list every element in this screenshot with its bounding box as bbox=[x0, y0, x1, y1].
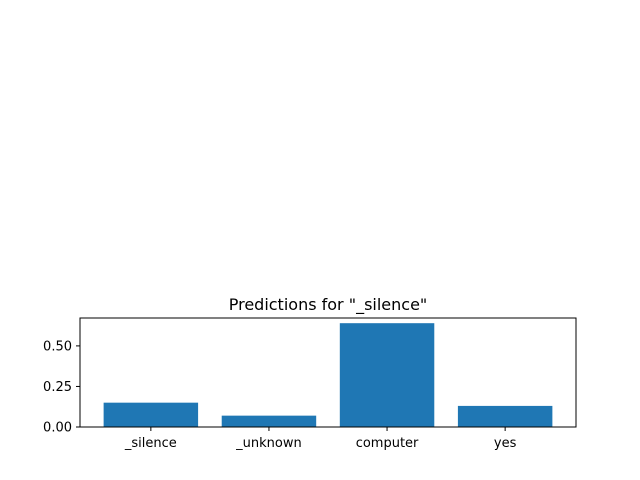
x-tick-label: _silence bbox=[124, 436, 177, 451]
bar-unknown bbox=[221, 415, 317, 427]
x-tick-label: _unknown bbox=[235, 436, 302, 451]
bar-yes bbox=[457, 405, 553, 427]
y-tick-label: 0.00 bbox=[43, 421, 72, 436]
y-axis-ticks: 0.00 0.25 0.50 bbox=[43, 339, 80, 436]
y-tick-label: 0.25 bbox=[43, 380, 72, 395]
bars-group bbox=[103, 323, 553, 427]
bar-computer bbox=[339, 323, 435, 427]
chart-title: Predictions for "_silence" bbox=[229, 295, 428, 315]
bar-silence bbox=[103, 402, 199, 427]
x-tick-label: computer bbox=[356, 436, 419, 451]
x-axis-ticks: _silence _unknown computer yes bbox=[124, 427, 517, 451]
plot-frame bbox=[79, 317, 577, 428]
y-tick-label: 0.50 bbox=[43, 339, 72, 354]
x-tick-label: yes bbox=[494, 436, 517, 451]
